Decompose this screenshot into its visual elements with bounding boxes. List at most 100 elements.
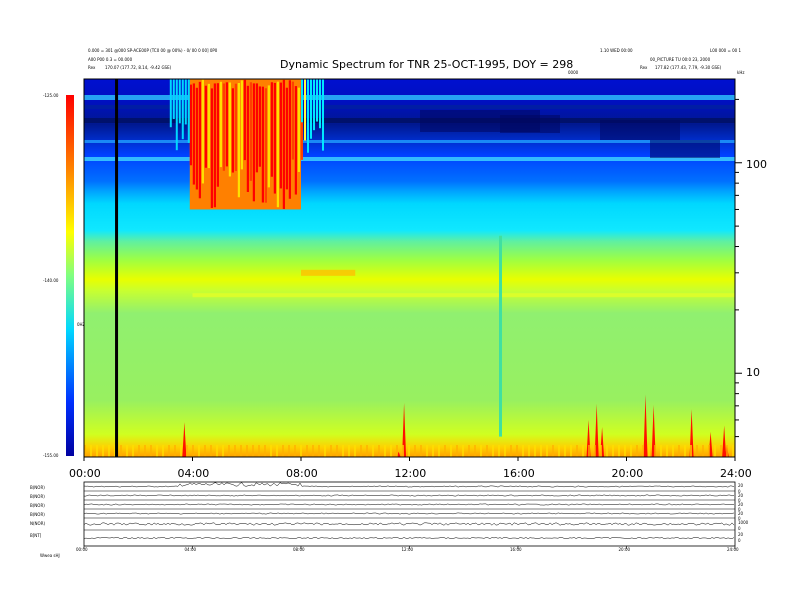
bottom-stripe (714, 445, 716, 457)
x-tick-label: 12:00 (394, 467, 427, 480)
bottom-stripe (324, 445, 326, 457)
burst-edge-streak (319, 79, 321, 129)
subpanel-x-tick-label: 16:00 (510, 547, 522, 552)
y-tick-100: 100 (746, 158, 767, 171)
bottom-stripe (594, 445, 596, 457)
x-tick-label: 24:00 (720, 467, 752, 480)
bottom-stripe (402, 445, 404, 457)
burst-streak (219, 81, 222, 168)
band-stripe-3 (84, 140, 735, 143)
subpanel-right-6b: 0 (738, 538, 741, 543)
spectrogram-features (84, 79, 735, 457)
burst-streak (240, 80, 243, 170)
burst-streak (294, 86, 297, 195)
burst-streak (276, 81, 279, 208)
bottom-stripe (258, 445, 260, 457)
bottom-stripe (690, 445, 692, 457)
bottom-stripe (444, 445, 446, 457)
band-stripe-1 (84, 105, 735, 109)
burst-streak (261, 86, 264, 203)
subpanel-x-tick-label: 20:00 (618, 547, 631, 552)
bottom-stripe (462, 445, 464, 457)
bottom-stripe (360, 445, 362, 457)
x-tick-label: 16:00 (503, 467, 535, 480)
bottom-stripe (354, 445, 356, 457)
colorbar-unit-label: 0HZ (77, 322, 86, 327)
bottom-stripe (516, 445, 518, 457)
yellow-band (192, 293, 735, 298)
burst-edge-streak (178, 79, 181, 124)
burst-streak (288, 80, 291, 199)
burst-edge-streak (181, 79, 184, 140)
bottom-stripe (732, 445, 734, 457)
subpanel-x-tick-label: 24:00 (727, 547, 739, 552)
bottom-stripe (306, 445, 308, 457)
bottom-stripe (522, 445, 524, 457)
bottom-stripe (636, 445, 638, 457)
subpanel-x-tick-label: 12:00 (401, 547, 414, 552)
subpanel-right-4a: 20 (738, 511, 744, 516)
subpanel-right-3b: 0 (738, 507, 741, 512)
subpanel-right-1b: 0 (738, 489, 741, 494)
bottom-stripe (90, 445, 92, 457)
bottom-stripe (708, 445, 710, 457)
bottom-stripe (114, 445, 116, 457)
bottom-stripe (180, 445, 182, 457)
bottom-stripe (612, 445, 614, 457)
bottom-stripe (534, 445, 536, 457)
burst-streak (297, 87, 300, 172)
burst-streak (255, 83, 258, 173)
bottom-stripe (264, 445, 266, 457)
khz-label: kHz (737, 70, 745, 75)
bottom-stripe (330, 445, 332, 457)
dark-patch-3 (650, 140, 720, 158)
burst-streak (213, 83, 216, 208)
burst-streak (234, 83, 237, 172)
burst-streak (285, 87, 288, 190)
bottom-stripe (576, 445, 578, 457)
burst-streak (189, 84, 192, 166)
bottom-stripe (168, 445, 170, 457)
bottom-stripe (144, 445, 146, 457)
subpanel-footer-label: Wwea sHJ (40, 553, 60, 558)
burst-streak (216, 83, 219, 187)
burst-edge-streak (175, 79, 178, 151)
bottom-stripe (198, 445, 200, 457)
bottom-spike-4 (594, 403, 599, 457)
bottom-stripe (246, 445, 248, 457)
burst-streak (231, 88, 234, 173)
burst-edge-streak (184, 79, 187, 125)
subpanel-x-tick-label: 00:00 (76, 547, 88, 552)
bottom-stripe (228, 445, 230, 457)
x-tick-label: 08:00 (286, 467, 318, 480)
colorbar (66, 95, 74, 456)
colorbar-max-label: -125.00 (43, 93, 59, 98)
dark-patch-2 (600, 120, 680, 140)
x-tick-label: 00:00 (69, 467, 101, 480)
subpanel-right-5b: 0 (738, 526, 741, 531)
bottom-stripe (510, 445, 512, 457)
header-right-line-3: 00_PICTURE TU 00:0 23, 2000 (650, 57, 711, 62)
bottom-stripe (222, 445, 224, 457)
bottom-stripe (420, 445, 422, 457)
burst-streak (246, 85, 249, 192)
burst-edge-streak (301, 79, 303, 123)
bottom-stripe (204, 445, 206, 457)
subpanel-label-6: B[NT] (30, 533, 42, 538)
bottom-stripe (684, 445, 686, 457)
bottom-spike-10 (722, 425, 727, 457)
bottom-stripe (372, 445, 374, 457)
bottom-stripe (540, 445, 542, 457)
bottom-stripe (342, 445, 344, 457)
bottom-stripe (216, 445, 218, 457)
bottom-stripe (726, 445, 728, 457)
bottom-stripe (270, 445, 272, 457)
burst-streak (252, 83, 255, 202)
bottom-stripe (102, 445, 104, 457)
subpanel-x-tick-label: 04:00 (184, 547, 197, 552)
bottom-stripe (456, 445, 458, 457)
burst-edge-streak (316, 79, 318, 122)
burst-streak (192, 83, 195, 185)
header-right-line-1: 1.10 WED 00:00 (600, 48, 633, 53)
